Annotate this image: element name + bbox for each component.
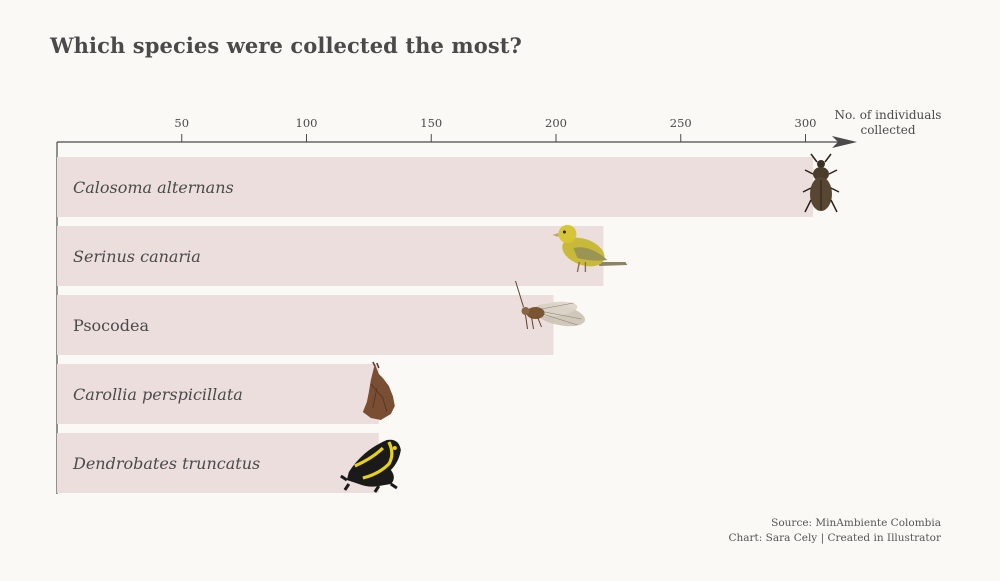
x-tick-label: 50 xyxy=(174,116,189,130)
bar-label: Psocodea xyxy=(73,316,149,335)
x-tick-label: 100 xyxy=(296,116,318,130)
bar xyxy=(57,364,379,424)
x-tick-label: 250 xyxy=(670,116,692,130)
bar-label: Carollia perspicillata xyxy=(73,385,243,404)
bar-label: Calosoma alternans xyxy=(73,178,234,197)
credit-note: Chart: Sara Cely | Created in Illustrato… xyxy=(728,532,941,544)
barklouse-icon xyxy=(515,280,586,330)
canary-icon xyxy=(552,225,628,273)
x-tick-label: 150 xyxy=(420,116,442,130)
bar xyxy=(57,433,379,493)
bat-icon xyxy=(362,361,395,420)
bar-label: Dendrobates truncatus xyxy=(72,454,260,473)
beetle-icon xyxy=(802,153,840,213)
x-axis-arrow xyxy=(832,136,857,148)
chart-title: Which species were collected the most? xyxy=(50,33,522,58)
bar-label: Serinus canaria xyxy=(73,247,201,266)
x-axis-title: No. of individuals collected xyxy=(835,108,942,137)
chart-footer: Source: MinAmbiente Colombia Chart: Sara… xyxy=(728,516,941,546)
x-tick-label: 300 xyxy=(795,116,817,130)
frog-icon xyxy=(340,439,401,493)
bar xyxy=(57,295,554,355)
x-tick-label: 200 xyxy=(545,116,567,130)
bar xyxy=(57,226,604,286)
bar xyxy=(57,157,813,217)
source-note: Source: MinAmbiente Colombia xyxy=(771,517,941,529)
